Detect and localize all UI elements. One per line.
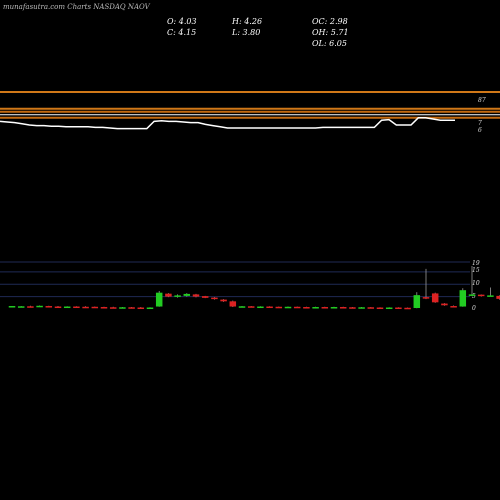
candle-body-13 xyxy=(128,307,135,309)
ohlc-low: L: 3.80 xyxy=(232,28,261,37)
candle-body-48 xyxy=(450,306,457,308)
candle-body-35 xyxy=(330,307,338,309)
volume-axis-label-10: 10 xyxy=(472,280,480,287)
candle-body-31 xyxy=(293,306,301,309)
candle-body-52 xyxy=(487,295,494,297)
candle-body-21 xyxy=(201,296,209,298)
ohlc-high: H: 4.26 xyxy=(232,17,263,26)
ohlc-close: C: 4.15 xyxy=(167,28,197,37)
price-axis-label-mid: 7 xyxy=(478,120,482,127)
candle-body-15 xyxy=(146,307,154,310)
candle-body-45 xyxy=(422,297,430,299)
candle-body-34 xyxy=(321,307,329,309)
chart-header-title: munafasutra.com Charts NASDAQ NAOV xyxy=(3,3,150,11)
candle-body-7 xyxy=(73,306,80,309)
ohlc-open: O: 4.03 xyxy=(167,17,197,26)
candle-body-10 xyxy=(100,307,108,309)
candle-body-46 xyxy=(431,293,439,303)
price-axis-label-top: 87 xyxy=(478,97,486,104)
volume-axis-label-15: 15 xyxy=(472,267,480,274)
candle-body-23 xyxy=(220,299,227,302)
ohlc-ol: OL: 6.05 xyxy=(312,39,347,48)
candle-body-27 xyxy=(257,306,264,309)
candle-body-38 xyxy=(358,307,365,309)
candle-body-51 xyxy=(477,294,485,297)
candle-body-29 xyxy=(275,306,283,309)
volume-axis-label-5: 5 xyxy=(472,293,476,300)
candle-body-26 xyxy=(247,306,255,308)
ohlc-oh: OH: 5.71 xyxy=(312,28,349,37)
candle-body-2 xyxy=(27,306,34,308)
candle-body-3 xyxy=(36,305,43,308)
candle-body-16 xyxy=(155,292,163,307)
candle-body-18 xyxy=(174,295,181,297)
candle-body-5 xyxy=(54,306,62,309)
ohlc-oc: OC: 2.98 xyxy=(312,17,348,26)
candle-body-41 xyxy=(385,307,393,310)
candle-body-33 xyxy=(312,307,319,309)
candle-body-44 xyxy=(413,295,421,309)
candle-body-6 xyxy=(63,306,71,309)
candle-body-24 xyxy=(229,301,237,307)
candle-body-40 xyxy=(376,307,384,310)
candle-body-37 xyxy=(349,307,356,309)
candle-body-17 xyxy=(165,293,172,297)
candle-body-20 xyxy=(192,294,200,297)
candle-body-49 xyxy=(459,290,467,307)
volume-axis-label-0: 0 xyxy=(472,305,476,312)
candle-body-4 xyxy=(45,306,53,308)
candle-body-39 xyxy=(367,307,375,309)
price-series-line xyxy=(0,117,455,130)
candle-body-32 xyxy=(303,307,310,309)
candle-body-12 xyxy=(119,307,126,309)
candle-body-11 xyxy=(109,307,117,309)
price-axis-label-low: 6 xyxy=(478,127,482,134)
volume-axis-label-19: 19 xyxy=(472,260,480,267)
candle-body-8 xyxy=(82,306,89,309)
candle-body-19 xyxy=(183,293,191,296)
candle-body-50 xyxy=(468,294,476,296)
candle-body-22 xyxy=(211,297,218,300)
candle-body-28 xyxy=(266,306,273,309)
candle-body-25 xyxy=(238,306,246,308)
candle-body-47 xyxy=(441,303,448,306)
candle-body-43 xyxy=(404,307,411,310)
candle-body-42 xyxy=(395,307,402,310)
candle-body-36 xyxy=(339,307,347,309)
candle-body-0 xyxy=(8,306,16,308)
candle-body-1 xyxy=(17,306,25,308)
candle-body-53 xyxy=(496,295,500,299)
candle-body-9 xyxy=(91,306,99,309)
candle-body-30 xyxy=(284,306,292,309)
candle-body-14 xyxy=(137,307,145,310)
